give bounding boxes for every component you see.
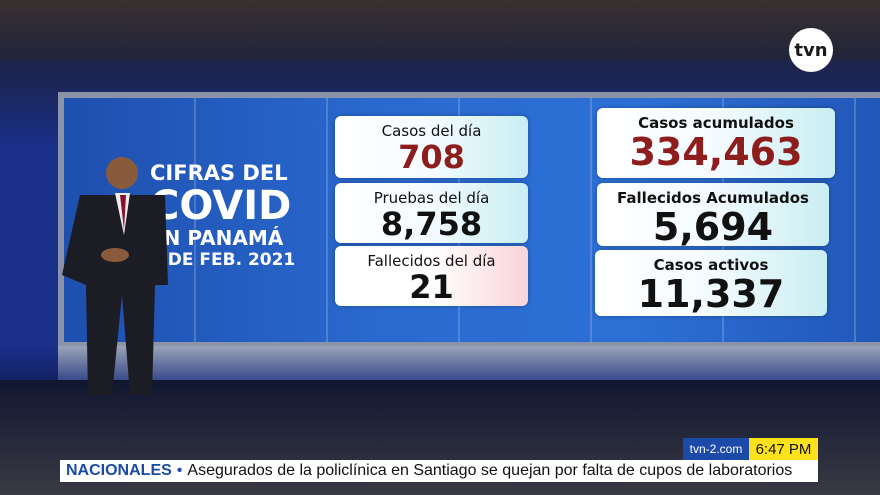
bullet-icon: • — [176, 462, 183, 479]
stat-value: 11,337 — [637, 272, 785, 316]
title-date: 5 DE FEB. 2021 — [150, 250, 296, 270]
title-line: EN PANAMÁ — [150, 226, 284, 250]
stat-card-active-cases: Casos activos 11,337 — [595, 250, 827, 316]
stat-card-daily-cases: Casos del día 708 — [335, 116, 528, 178]
stat-card-total-deaths: Fallecidos Acumulados 5,694 — [597, 183, 829, 249]
title-line: COVID — [150, 183, 292, 229]
stat-label: Fallecidos Acumulados — [617, 189, 809, 207]
title-line: CIFRAS DEL — [150, 161, 288, 185]
news-ticker: NACIONALES • Asegurados de la policlínic… — [60, 460, 818, 482]
stat-card-daily-tests: Pruebas del día 8,758 — [335, 183, 528, 243]
stat-label: Casos del día — [381, 122, 482, 140]
stat-value: 8,758 — [380, 205, 483, 243]
stat-value: 5,694 — [652, 205, 774, 249]
ticker-headline: Asegurados de la policlínica en Santiago… — [187, 462, 793, 479]
ticker-section: NACIONALES — [66, 462, 172, 479]
stat-card-daily-deaths: Fallecidos del día 21 — [335, 246, 528, 306]
stat-value: 708 — [398, 138, 465, 176]
presenter — [62, 157, 168, 395]
stat-label: Casos acumulados — [638, 114, 794, 132]
website-tag: tvn-2.com — [683, 438, 749, 460]
clock: 6:47 PM — [749, 438, 818, 460]
stat-label: Fallecidos del día — [367, 252, 496, 270]
stat-card-total-cases: Casos acumulados 334,463 — [597, 108, 835, 178]
stat-label: Casos activos — [653, 256, 769, 274]
graphic-title: CIFRAS DEL COVID EN PANAMÁ 5 DE FEB. 202… — [150, 163, 295, 269]
studio-ceiling — [0, 0, 880, 60]
stat-label: Pruebas del día — [373, 189, 490, 207]
stat-value: 21 — [409, 268, 454, 306]
tvn-logo: tvn — [789, 28, 833, 72]
video-wall-ledge — [58, 346, 880, 380]
stat-value: 334,463 — [629, 130, 803, 174]
